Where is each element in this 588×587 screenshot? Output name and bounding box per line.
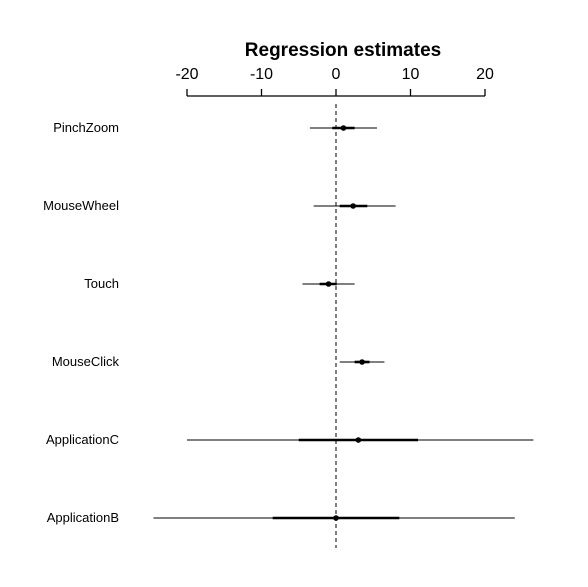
- x-axis: -20 -10 0 10 20: [175, 66, 494, 97]
- row-label-PinchZoom: PinchZoom: [53, 120, 119, 135]
- point-estimate-ApplicationC: [355, 437, 362, 443]
- row-PinchZoom: PinchZoom: [53, 120, 377, 135]
- row-MouseClick: MouseClick: [52, 354, 385, 369]
- row-label-Touch: Touch: [84, 276, 119, 291]
- row-label-ApplicationC: ApplicationC: [46, 432, 119, 447]
- row-ApplicationC: ApplicationC: [46, 432, 534, 447]
- row-ApplicationB: ApplicationB: [47, 510, 515, 525]
- point-estimate-Touch: [325, 281, 332, 287]
- series-rows: PinchZoom MouseWheel Touch MouseClick Applic…: [43, 120, 534, 525]
- point-estimate-MouseClick: [359, 359, 365, 365]
- chart-title: Regression estimates: [245, 40, 441, 61]
- x-tick-label-3: 10: [402, 66, 420, 83]
- x-tick-label-0: -20: [175, 66, 198, 83]
- row-Touch: Touch: [84, 276, 355, 291]
- x-tick-label-1: -10: [250, 66, 273, 83]
- row-label-MouseWheel: MouseWheel: [43, 198, 119, 213]
- point-estimate-MouseWheel: [350, 203, 356, 209]
- row-label-ApplicationB: ApplicationB: [47, 510, 119, 525]
- x-tick-label-2: 0: [332, 66, 341, 83]
- point-estimate-PinchZoom: [340, 125, 347, 131]
- row-MouseWheel: MouseWheel: [43, 198, 396, 213]
- x-tick-label-4: 20: [476, 66, 494, 83]
- row-label-MouseClick: MouseClick: [52, 354, 120, 369]
